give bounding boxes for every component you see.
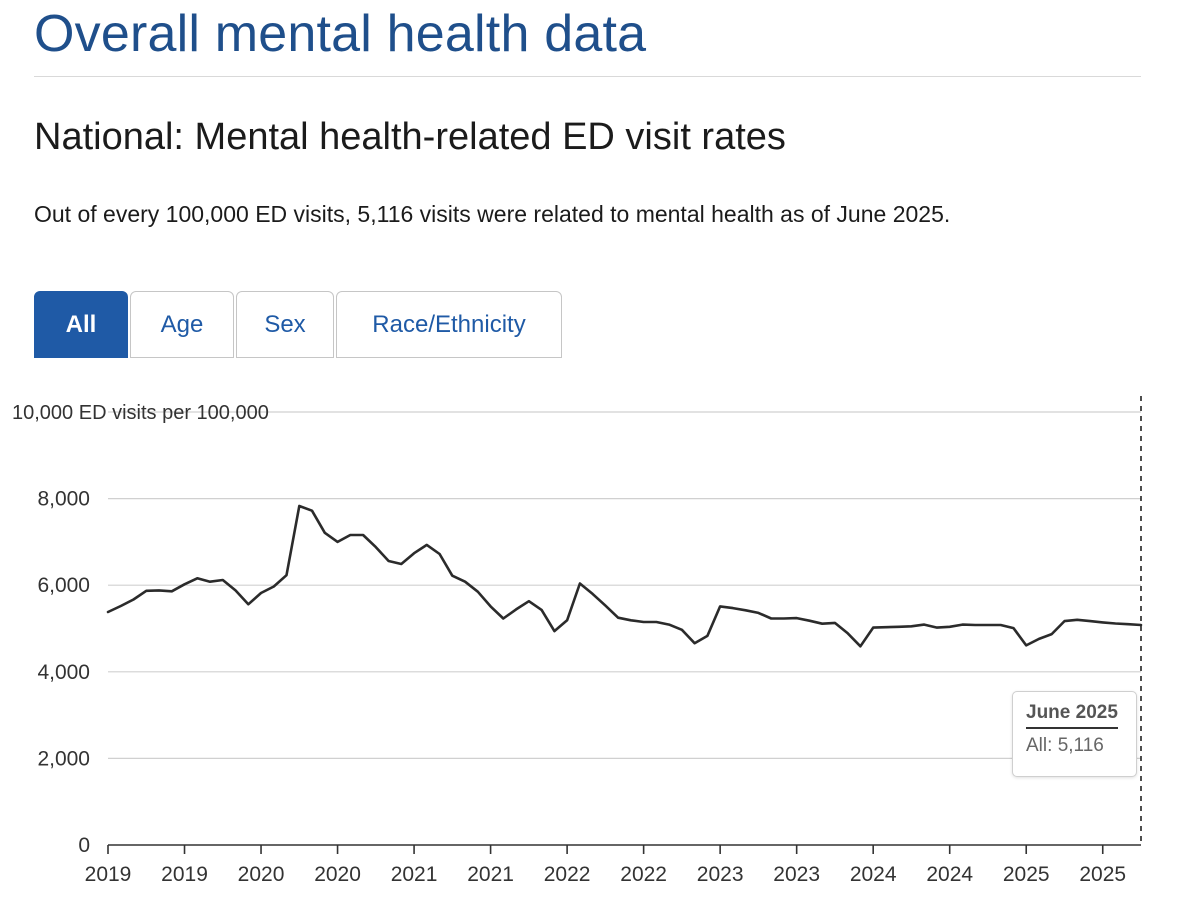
- x-tick-label: 2021: [391, 863, 438, 886]
- tab-all[interactable]: All: [34, 291, 128, 358]
- y-tick-label: 4,000: [37, 661, 90, 684]
- x-tick-label: 2020: [314, 863, 361, 886]
- x-tick-label: 2024: [850, 863, 897, 886]
- x-tick-label: 2021: [467, 863, 514, 886]
- x-tick-label: 2025: [1079, 863, 1126, 886]
- y-tick-label: 10,000 ED visits per 100,000: [12, 402, 269, 424]
- series-all: [106, 504, 1143, 648]
- tab-sex[interactable]: Sex: [236, 291, 334, 358]
- x-tick-label: 2023: [773, 863, 820, 886]
- y-tick-label: 8,000: [37, 488, 90, 511]
- x-tick-label: 2019: [85, 863, 132, 886]
- title-divider: [34, 76, 1141, 77]
- tooltip-date: June 2025: [1026, 702, 1118, 729]
- section-title: National: Mental health-related ED visit…: [34, 116, 786, 158]
- gridlines: [108, 411, 1141, 759]
- x-axis: 2019 2019 2020 2020 2021 2021 2022 2022 2023 2023…: [85, 844, 1141, 886]
- x-tick-label: 2023: [697, 863, 744, 886]
- chart-tooltip: June 2025 All: 5,116: [1012, 691, 1137, 777]
- y-tick-label: 2,000: [37, 747, 90, 770]
- x-tick-label: 2025: [1003, 863, 1050, 886]
- x-tick-label: 2020: [238, 863, 285, 886]
- x-tick-label: 2024: [926, 863, 973, 886]
- y-axis-labels: 0 2,000 4,000 6,000 8,000 10,000 ED visits pe…: [12, 402, 269, 857]
- tab-age[interactable]: Age: [130, 291, 234, 358]
- tooltip-row: All: 5,116: [1026, 735, 1136, 757]
- line-chart[interactable]: 0 2,000 4,000 6,000 8,000 10,000 ED visits pe…: [0, 380, 1200, 904]
- page-title: Overall mental health data: [34, 5, 647, 63]
- x-tick-label: 2022: [620, 863, 667, 886]
- tab-race-ethnicity[interactable]: Race/Ethnicity: [336, 291, 562, 358]
- tooltip-series-label: All:: [1026, 735, 1053, 756]
- summary-text: Out of every 100,000 ED visits, 5,116 vi…: [34, 201, 951, 227]
- y-tick-label: 6,000: [37, 574, 90, 597]
- x-tick-label: 2019: [161, 863, 208, 886]
- x-tick-label: 2022: [544, 863, 591, 886]
- tooltip-value: 5,116: [1057, 735, 1104, 756]
- y-tick-label: 0: [78, 834, 90, 857]
- filter-tabs: All Age Sex Race/Ethnicity: [34, 291, 564, 358]
- series-line-all[interactable]: [106, 504, 1143, 648]
